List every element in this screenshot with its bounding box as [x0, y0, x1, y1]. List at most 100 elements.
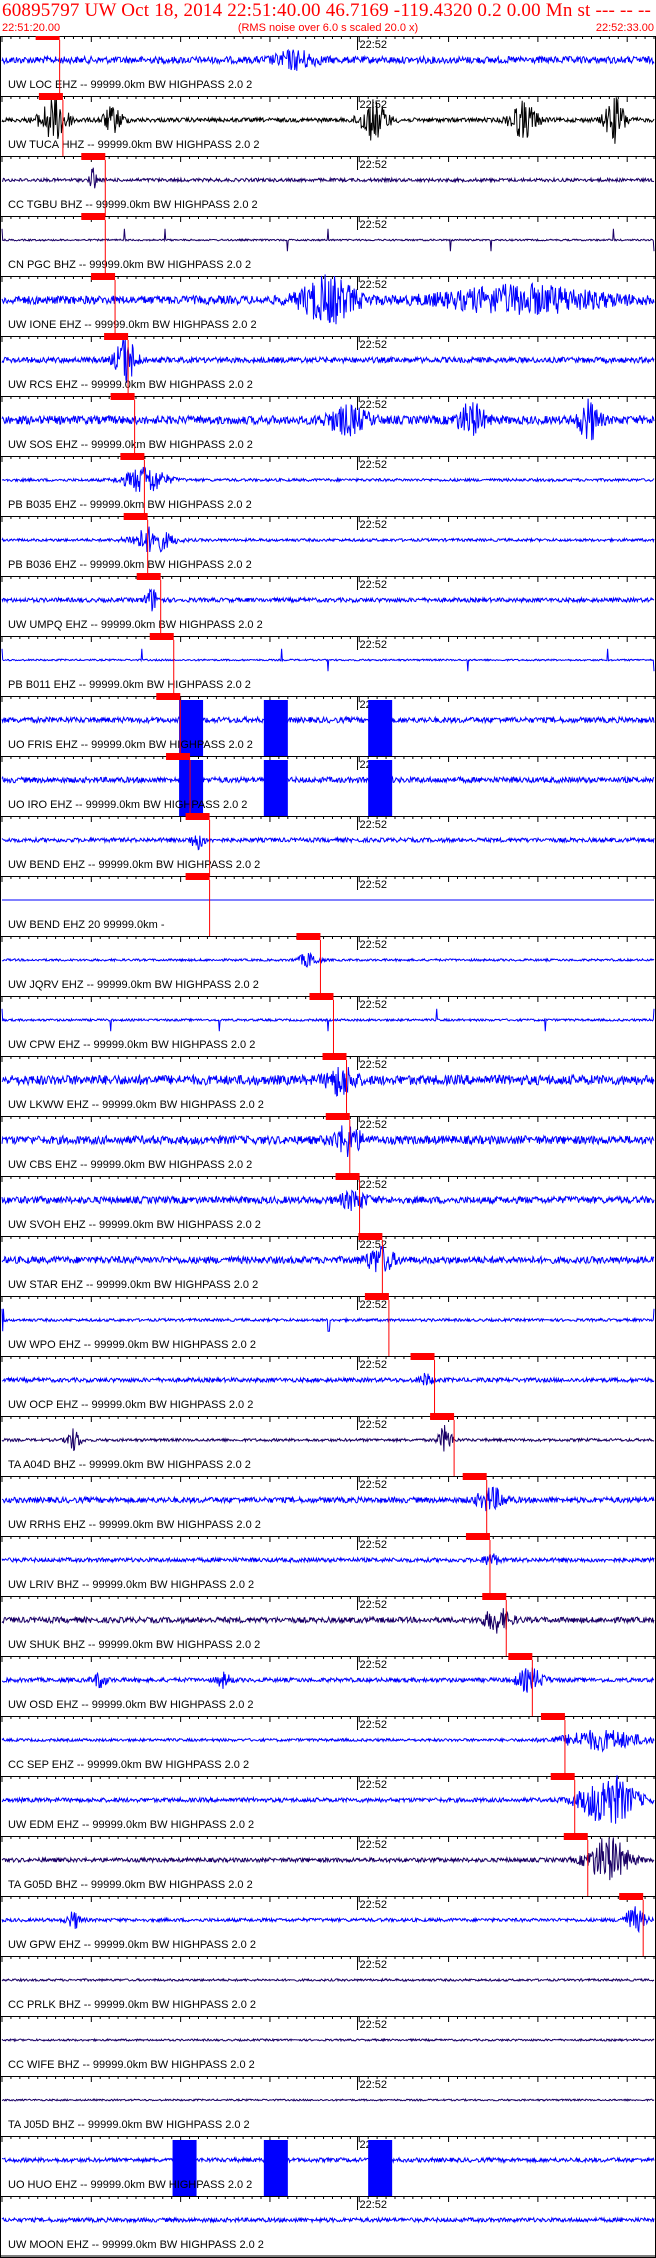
pick-box — [35, 36, 60, 40]
trace-group: 22:52 UW LOC EHZ -- 99999.0km BW HIGHPASS… — [0, 36, 656, 2257]
pick-box — [335, 1173, 360, 1180]
minute-tick-label: 22:52 — [360, 339, 388, 351]
waveform — [1, 96, 655, 144]
waveform — [1, 1837, 655, 1881]
pick-box — [430, 1413, 455, 1420]
pick-box — [185, 873, 210, 880]
minute-tick-label: 22:52 — [360, 459, 388, 471]
pick-box — [465, 1533, 490, 1540]
station-label: UW OCP EHZ -- 99999.0km BW HIGHPASS 2.0 … — [8, 1399, 253, 1411]
minute-tick-label: 22:52 — [360, 279, 388, 291]
minute-tick-label: 22:52 — [360, 399, 388, 411]
waveform — [1, 1608, 655, 1634]
waveform — [1, 1189, 655, 1212]
station-label: UW RCS EHZ -- 99999.0km BW HIGHPASS 2.0 … — [8, 379, 253, 391]
station-label: UW CPW EHZ -- 99999.0km BW HIGHPASS 2.0 … — [8, 1039, 255, 1051]
saturated-block — [263, 2140, 288, 2196]
pick-box — [325, 1113, 350, 1120]
waveform — [1, 336, 655, 384]
waveform — [1, 1977, 655, 1983]
pick-box — [110, 393, 135, 400]
station-label: PB B035 EHZ -- 99999.0km BW HIGHPASS 2.0… — [8, 499, 252, 511]
station-label: UW LRIV BHZ -- 99999.0km BW HIGHPASS 2.0… — [8, 1579, 254, 1591]
minute-tick-label: 22:52 — [360, 219, 388, 231]
minute-tick-label: 22:52 — [360, 939, 388, 951]
minute-tick-label: 22:52 — [360, 1299, 388, 1311]
station-label: UW UMPQ EHZ -- 99999.0km BW HIGHPASS 2.0… — [8, 619, 263, 631]
pick-box — [563, 1833, 588, 1840]
pick-box — [296, 933, 321, 940]
pick-box — [38, 93, 63, 100]
minute-tick-label: 22:52 — [360, 1239, 388, 1251]
station-label: UW EDM EHZ -- 99999.0km BW HIGHPASS 2.0 … — [8, 1819, 254, 1831]
station-label: UW RRHS EHZ -- 99999.0km BW HIGHPASS 2.0… — [8, 1519, 261, 1531]
minute-tick-label: 22:52 — [360, 1539, 388, 1551]
start-time-label: 22:51:20.00 — [2, 22, 61, 34]
waveform — [1, 2098, 655, 2102]
pick-box — [156, 693, 181, 700]
minute-tick-label: 22:52 — [360, 1719, 388, 1731]
pick-box — [136, 573, 161, 580]
pick-box — [123, 513, 148, 520]
station-label: TA G05D BHZ -- 99999.0km BW HIGHPASS 2.0… — [8, 1879, 253, 1891]
waveform — [1, 1667, 655, 1693]
saturated-block — [179, 760, 204, 816]
waveform — [1, 1906, 655, 1934]
station-label: UO IRO EHZ -- 99999.0km BW HIGHPASS 2.0 … — [8, 799, 247, 811]
seismogram-plot: 22:52 UW LOC EHZ -- 99999.0km BW HIGHPASS… — [0, 36, 656, 2258]
minute-tick-label: 22:52 — [360, 819, 388, 831]
minute-tick-label: 22:52 — [360, 39, 388, 51]
station-label: CC WIFE BHZ -- 99999.0km BW HIGHPASS 2.0… — [8, 2059, 255, 2071]
station-label: UW LKWW EHZ -- 99999.0km BW HIGHPASS 2.0… — [8, 1099, 264, 1111]
minute-tick-label: 22:52 — [360, 1479, 388, 1491]
minute-tick-label: 22:52 — [360, 1599, 388, 1611]
waveform — [1, 274, 655, 325]
minute-tick-label: 22:52 — [360, 1119, 388, 1131]
station-label: UW SHUK BHZ -- 99999.0km BW HIGHPASS 2.0… — [8, 1639, 260, 1651]
station-label: UW BEND EHZ -- 99999.0km BW HIGHPASS 2.0… — [8, 859, 260, 871]
pick-box — [358, 1233, 383, 1240]
minute-tick-label: 22:52 — [360, 1179, 388, 1191]
pick-box — [410, 1353, 435, 1360]
waveform — [1, 1245, 655, 1273]
waveform — [1, 1553, 655, 1566]
waveform — [1, 398, 655, 441]
plot-header: 60895797 UW Oct 18, 2014 22:51:40.00 46.… — [0, 0, 656, 36]
pick-box — [104, 333, 129, 340]
minute-tick-label: 22:52 — [360, 1359, 388, 1371]
pick-box — [550, 1773, 575, 1780]
end-time-label: 22:52:33.00 — [595, 22, 654, 34]
station-label: PB B036 EHZ -- 99999.0km BW HIGHPASS 2.0… — [8, 559, 252, 571]
station-label: UW SOS EHZ -- 99999.0km BW HIGHPASS 2.0 … — [8, 439, 253, 451]
station-label: CC SEP EHZ -- 99999.0km BW HIGHPASS 2.0 … — [8, 1759, 249, 1771]
minute-tick-label: 22:52 — [360, 2019, 388, 2031]
station-label: UW BEND EHZ 20 99999.0km - — [8, 919, 165, 931]
waveform — [1, 775, 655, 785]
waveform — [1, 1486, 655, 1512]
pick-box — [120, 453, 145, 460]
saturated-block — [368, 2140, 393, 2196]
station-label: UW SVOH EHZ -- 99999.0km BW HIGHPASS 2.0… — [8, 1219, 261, 1231]
station-label: UW OSD EHZ -- 99999.0km BW HIGHPASS 2.0 … — [8, 1699, 254, 1711]
minute-tick-label: 22:52 — [360, 879, 388, 891]
pick-box — [322, 1053, 347, 1060]
station-label: UW LOC EHZ -- 99999.0km BW HIGHPASS 2.0 … — [8, 79, 252, 91]
saturated-block — [368, 760, 393, 816]
pick-box — [619, 1893, 644, 1900]
minute-tick-label: 22:52 — [360, 999, 388, 1011]
station-label: UW MOON EHZ -- 99999.0km BW HIGHPASS 2.0… — [8, 2239, 264, 2251]
pick-box — [462, 1473, 487, 1480]
waveform — [1, 1729, 655, 1753]
station-label: UW WPO EHZ -- 99999.0km BW HIGHPASS 2.0 … — [8, 1339, 256, 1351]
plot-frame — [0, 36, 656, 2258]
waveform — [1, 1372, 655, 1386]
station-label: CN PGC BHZ -- 99999.0km BW HIGHPASS 2.0 … — [8, 259, 251, 271]
waveform — [1, 1125, 655, 1158]
event-title: 60895797 UW Oct 18, 2014 22:51:40.00 46.… — [2, 0, 656, 21]
waveform — [1, 835, 655, 851]
pick-box — [482, 1593, 507, 1600]
pick-box — [364, 1293, 389, 1300]
saturated-block — [263, 760, 288, 816]
waveform — [1, 526, 655, 553]
station-label: UW JQRV EHZ -- 99999.0km BW HIGHPASS 2.0… — [8, 979, 259, 991]
